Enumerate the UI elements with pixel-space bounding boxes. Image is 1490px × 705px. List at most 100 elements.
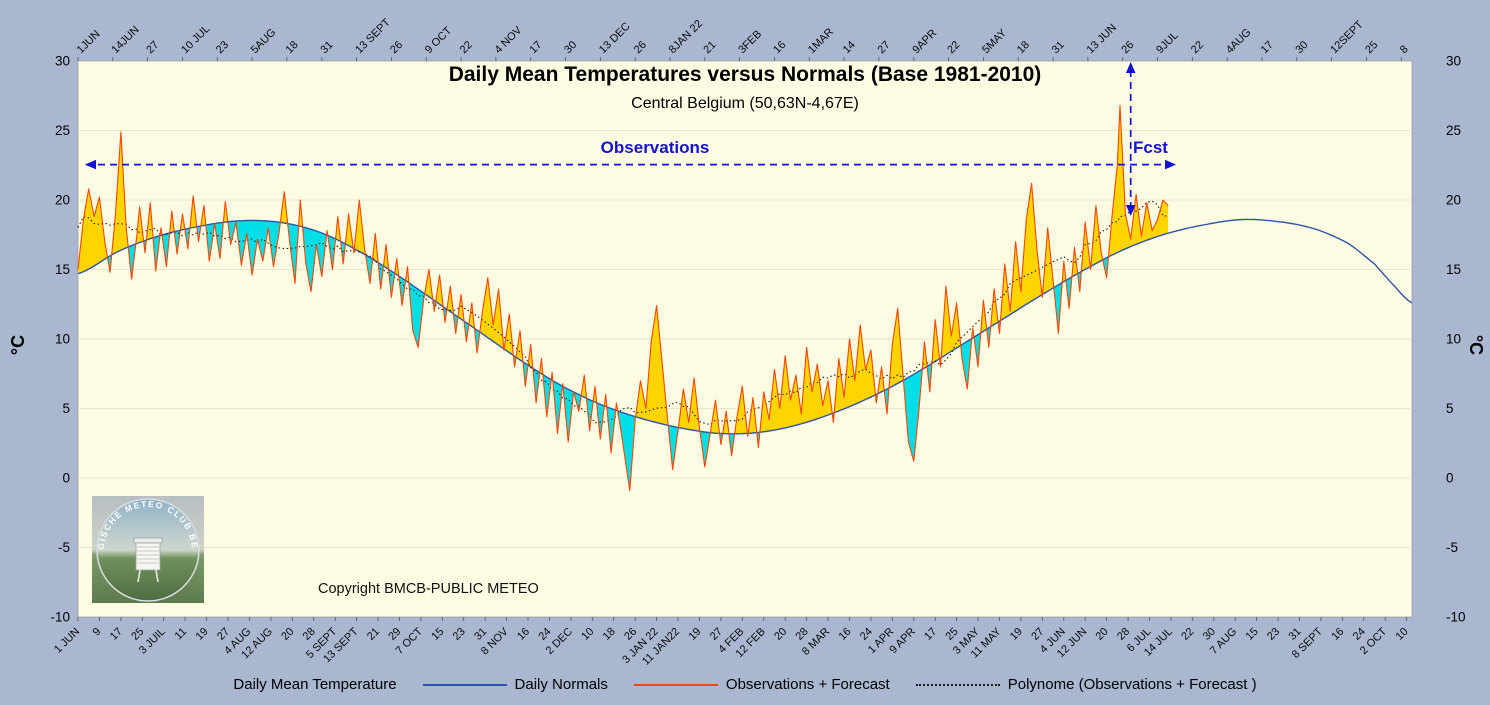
svg-text:-5: -5 — [1446, 540, 1458, 555]
svg-text:20: 20 — [1094, 626, 1111, 643]
svg-text:26: 26 — [1119, 39, 1136, 56]
svg-text:18: 18 — [1015, 39, 1032, 56]
svg-text:14JUN: 14JUN — [109, 24, 141, 56]
svg-text:27: 27 — [144, 39, 161, 56]
svg-text:27: 27 — [876, 39, 893, 56]
legend-series-name-label: Daily Mean Temperature — [233, 676, 397, 693]
svg-text:13 DEC: 13 DEC — [597, 20, 633, 56]
legend-observations-label: Observations + Forecast — [725, 676, 890, 693]
svg-text:9: 9 — [91, 626, 104, 639]
svg-text:14: 14 — [841, 39, 858, 56]
svg-text:-10: -10 — [50, 610, 70, 625]
svg-text:8JAN 22: 8JAN 22 — [667, 18, 705, 56]
normals-line-sample-icon — [422, 683, 507, 686]
svg-text:23: 23 — [1265, 626, 1282, 643]
chart-subtitle: Central Belgium (50,63N-4,67E) — [631, 95, 859, 112]
svg-text:31: 31 — [318, 39, 335, 56]
svg-text:15: 15 — [55, 262, 70, 277]
svg-text:1 JUN: 1 JUN — [52, 626, 82, 656]
svg-text:13 JUN: 13 JUN — [1085, 22, 1119, 56]
svg-text:16: 16 — [1329, 626, 1346, 643]
svg-text:9 OCT: 9 OCT — [423, 25, 455, 57]
svg-text:5: 5 — [62, 401, 70, 416]
svg-text:17: 17 — [108, 626, 125, 643]
svg-text:23: 23 — [451, 626, 468, 643]
svg-text:10: 10 — [1394, 626, 1411, 643]
svg-text:°C: °C — [1466, 335, 1486, 355]
svg-text:16: 16 — [771, 39, 788, 56]
svg-text:1JUN: 1JUN — [75, 28, 103, 56]
forecast-label: Fcst — [1133, 138, 1168, 157]
svg-text:0: 0 — [62, 471, 70, 486]
svg-text:19: 19 — [194, 626, 211, 643]
svg-text:17: 17 — [527, 39, 544, 56]
svg-text:1MAR: 1MAR — [806, 26, 836, 56]
svg-text:9APR: 9APR — [910, 27, 939, 56]
svg-text:19: 19 — [1008, 626, 1025, 643]
svg-text:15: 15 — [429, 626, 446, 643]
legend-item-polynome: Polynome (Observations + Forecast ) — [915, 676, 1257, 693]
legend-item-observations: Observations + Forecast — [633, 676, 890, 693]
svg-text:10: 10 — [1446, 332, 1461, 347]
svg-text:10: 10 — [579, 626, 596, 643]
band-fill — [78, 105, 1169, 491]
svg-text:5: 5 — [1446, 401, 1454, 416]
svg-text:18: 18 — [601, 626, 618, 643]
svg-text:-5: -5 — [58, 540, 70, 555]
svg-text:22: 22 — [945, 39, 962, 56]
svg-text:15: 15 — [1244, 626, 1261, 643]
svg-text:22: 22 — [1189, 39, 1206, 56]
svg-text:13 SEPT: 13 SEPT — [353, 16, 393, 56]
svg-text:30: 30 — [55, 54, 70, 69]
svg-text:3FEB: 3FEB — [736, 28, 764, 56]
club-logo-image: BELGISCHE METEO CLUB BELGE — [88, 488, 204, 603]
svg-text:12SEPT: 12SEPT — [1328, 18, 1366, 56]
legend-polynome-label: Polynome (Observations + Forecast ) — [1007, 676, 1257, 693]
svg-text:17: 17 — [922, 626, 939, 643]
svg-text:21: 21 — [701, 39, 718, 56]
svg-text:4AUG: 4AUG — [1224, 26, 1254, 56]
svg-text:9JUL: 9JUL — [1154, 29, 1181, 56]
svg-text:21: 21 — [365, 626, 382, 643]
svg-text:30: 30 — [1446, 54, 1461, 69]
svg-text:19: 19 — [686, 626, 703, 643]
observations-arrow — [85, 159, 1176, 170]
svg-text:20: 20 — [1446, 193, 1461, 208]
copyright-text: Copyright BMCB-PUBLIC METEO — [318, 581, 539, 597]
svg-text:23: 23 — [214, 39, 231, 56]
svg-text:26: 26 — [388, 39, 405, 56]
svg-text:17: 17 — [1259, 39, 1276, 56]
legend-normals-label: Daily Normals — [514, 676, 608, 693]
svg-text:°C: °C — [8, 335, 28, 355]
svg-text:20: 20 — [279, 626, 296, 643]
club-logo: BELGISCHE METEO CLUB BELGE — [88, 488, 204, 603]
chart-title: Daily Mean Temperatures versus Normals (… — [448, 63, 1042, 86]
svg-text:0: 0 — [1446, 471, 1454, 486]
svg-text:16: 16 — [836, 626, 853, 643]
svg-text:18: 18 — [284, 39, 301, 56]
svg-text:25: 25 — [1446, 123, 1461, 138]
observations-line-sample-icon — [633, 683, 718, 686]
svg-text:30: 30 — [1293, 39, 1310, 56]
svg-text:10: 10 — [55, 332, 70, 347]
svg-text:26: 26 — [632, 39, 649, 56]
svg-text:4 NOV: 4 NOV — [493, 24, 525, 56]
legend-item-normals: Daily Normals — [422, 676, 608, 693]
forecast-arrow — [1125, 62, 1136, 216]
svg-text:5MAY: 5MAY — [980, 27, 1010, 57]
svg-text:16: 16 — [515, 626, 532, 643]
svg-text:15: 15 — [1446, 262, 1461, 277]
observations-line — [77, 104, 1169, 492]
svg-text:22: 22 — [458, 39, 475, 56]
legend-item-series-name: Daily Mean Temperature — [233, 676, 396, 693]
svg-text:25: 25 — [55, 123, 70, 138]
svg-text:5AUG: 5AUG — [249, 26, 279, 56]
svg-text:22: 22 — [1179, 626, 1196, 643]
polynome-line-sample-icon — [915, 683, 1000, 686]
svg-text:31: 31 — [1050, 39, 1067, 56]
svg-text:10 JUL: 10 JUL — [179, 23, 212, 56]
